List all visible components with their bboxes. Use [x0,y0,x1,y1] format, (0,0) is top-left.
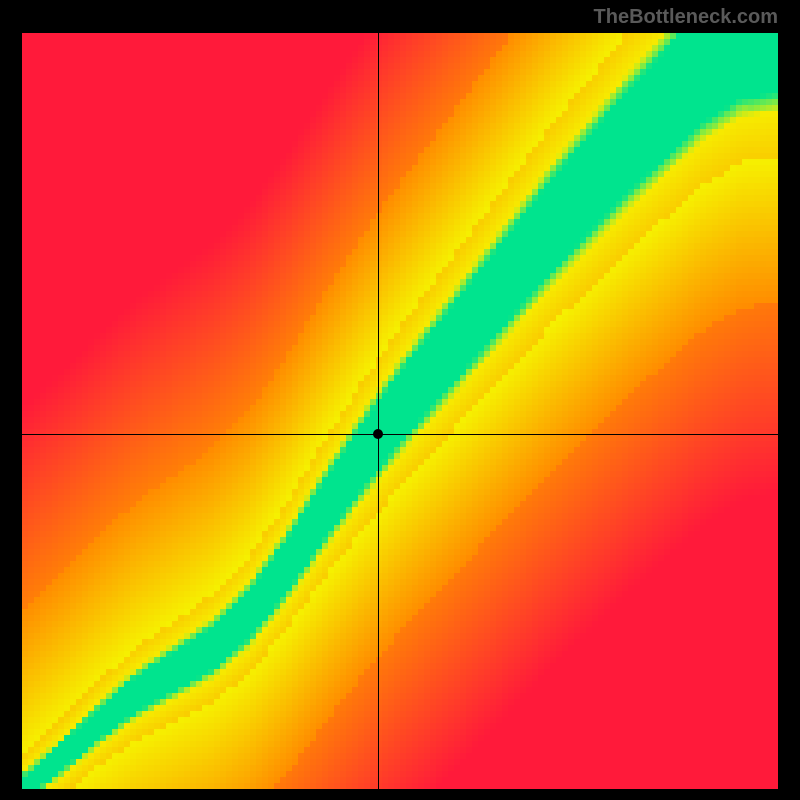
heatmap-canvas [22,33,778,789]
crosshair-horizontal [22,434,778,435]
heatmap-inner [22,33,778,789]
heatmap-plot [22,33,778,789]
crosshair-vertical [378,33,379,789]
watermark-text: TheBottleneck.com [594,6,778,29]
marker-point [373,429,383,439]
